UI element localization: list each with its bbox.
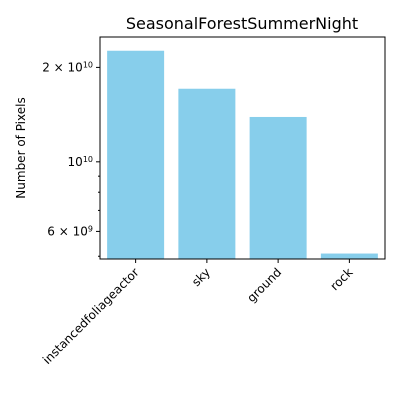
y-tick-label: 6 × 109 (47, 224, 93, 239)
y-axis-ticks: 6 × 109 1010 2 × 1010 (42, 60, 100, 257)
bar-rock (320, 253, 378, 259)
bar-sky (178, 88, 236, 260)
x-tick-label: sky (189, 265, 213, 289)
y-tick-label: 1010 (68, 154, 93, 169)
chart-title: SeasonalForestSummerNight (126, 14, 358, 33)
y-tick-label: 2 × 1010 (42, 60, 93, 75)
bar-ground (249, 116, 307, 259)
y-axis-label: Number of Pixels (14, 97, 28, 198)
bars-group (107, 50, 378, 260)
bar-instancedfoliageactor (107, 50, 165, 259)
x-axis-ticks: instancedfoliageactor sky ground rock (40, 259, 356, 367)
x-tick-label: rock (328, 265, 356, 293)
x-tick-label: ground (244, 265, 284, 305)
plot-frame (99, 36, 386, 260)
x-tick-label: instancedfoliageactor (40, 265, 142, 367)
